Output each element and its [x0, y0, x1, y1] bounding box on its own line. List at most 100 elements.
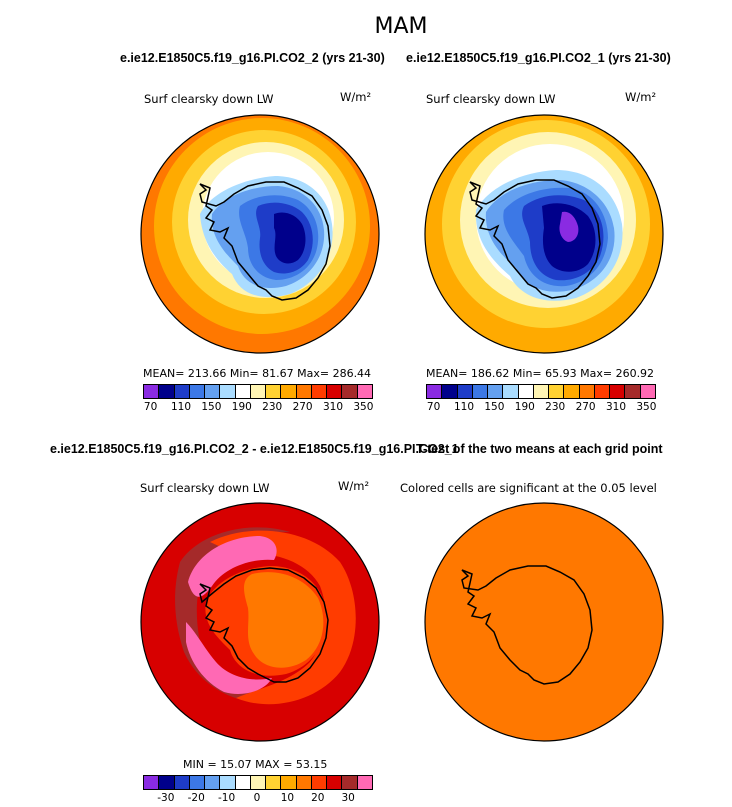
top-left-colorbar-swatch	[250, 385, 267, 398]
difference-colorbar-ticks: -30 -20 -10 0 10 20 30	[143, 792, 371, 806]
top-left-colorbar-swatch	[189, 385, 206, 398]
difference-colorbar-swatch	[281, 776, 297, 789]
difference-colorbar-swatch	[174, 776, 190, 789]
difference-colorbar-swatch	[311, 776, 328, 789]
difference-colorbar-swatch	[357, 776, 372, 789]
difference-colorbar-swatch	[159, 776, 175, 789]
top-left-colorbar-swatch	[281, 385, 297, 398]
top-left-colorbar-swatch	[205, 385, 221, 398]
top-left-colorbar-swatch	[220, 385, 236, 398]
difference-colorbar-swatch	[296, 776, 312, 789]
tr-coastline	[469, 179, 601, 299]
bottom-left-stats: MIN = 15.07 MAX = 53.15	[183, 758, 328, 771]
top-right-colorbar-tick-label: 110	[453, 401, 475, 413]
top-right-colorbar-swatch	[518, 385, 534, 398]
difference-colorbar-swatch	[144, 776, 160, 789]
top-right-colorbar-tick-label: 350	[636, 401, 657, 413]
top-right-variable: Surf clearsky down LW	[426, 92, 556, 106]
br-coastline	[461, 565, 593, 685]
top-right-colorbar-swatch	[625, 385, 641, 398]
top-left-colorbar-tick-label: 270	[292, 401, 313, 413]
top-left-case-title: e.ie12.E1850C5.f19_g16.PI.CO2_2 (yrs 21-…	[120, 51, 385, 65]
top-right-colorbar-swatch	[564, 385, 580, 398]
top-right-colorbar-swatch	[579, 385, 595, 398]
difference-colorbar	[143, 775, 373, 790]
top-right-colorbar-swatch	[503, 385, 519, 398]
difference-colorbar-tick-label: -20	[187, 792, 205, 804]
tl-region-navy	[274, 212, 306, 264]
top-right-colorbar-swatch	[488, 385, 504, 398]
difference-colorbar-tick-label: 30	[341, 792, 355, 804]
bottom-left-map	[140, 502, 380, 742]
bottom-right-map	[424, 502, 664, 742]
top-left-colorbar-swatch	[235, 385, 251, 398]
difference-colorbar-swatch	[189, 776, 206, 789]
top-left-colorbar-tick-label: 310	[322, 401, 344, 413]
top-right-colorbar-tick-label: 150	[484, 401, 505, 413]
top-left-colorbar-tick-label: 70	[143, 401, 158, 413]
difference-colorbar-swatch	[235, 776, 251, 789]
top-left-colorbar-swatch	[327, 385, 343, 398]
difference-colorbar-tick-label: 10	[280, 792, 295, 804]
top-left-colorbar-swatch	[266, 385, 282, 398]
top-right-colorbar-swatch	[610, 385, 626, 398]
top-left-colorbar-swatch	[311, 385, 328, 398]
top-right-map	[424, 114, 664, 354]
top-left-colorbar-swatch	[357, 385, 372, 398]
season-title: MAM	[374, 14, 428, 39]
bottom-left-variable: Surf clearsky down LW	[140, 481, 270, 495]
difference-colorbar-swatch	[250, 776, 267, 789]
top-right-case-title: e.ie12.E1850C5.f19_g16.PI.CO2_1 (yrs 21-…	[406, 51, 671, 65]
top-right-colorbar-tick-label: 70	[426, 401, 441, 413]
top-left-colorbar-tick-label: 350	[353, 401, 374, 413]
top-right-units: W/m²	[625, 90, 657, 104]
top-right-colorbar-swatch	[549, 385, 565, 398]
top-right-stats: MEAN= 186.62 Min= 65.93 Max= 260.92	[426, 367, 655, 380]
top-left-colorbar-tick-label: 230	[262, 401, 283, 413]
tl-coastline	[199, 181, 331, 301]
bottom-right-variable: Colored cells are significant at the 0.0…	[400, 481, 657, 495]
top-left-colorbar-swatch	[342, 385, 358, 398]
top-left-variable: Surf clearsky down LW	[144, 92, 274, 106]
top-left-units: W/m²	[340, 90, 372, 104]
difference-colorbar-swatch	[205, 776, 221, 789]
difference-colorbar-swatch	[327, 776, 343, 789]
bottom-left-case-title: e.ie12.E1850C5.f19_g16.PI.CO2_2 - e.ie12…	[50, 442, 459, 456]
difference-colorbar-swatch	[220, 776, 236, 789]
difference-colorbar-tick-label: -30	[157, 792, 175, 804]
top-right-colorbar-tick-label: 230	[545, 401, 566, 413]
bl-region-orange	[244, 572, 324, 668]
br-significant-cells	[425, 503, 663, 741]
top-right-colorbar-swatch	[640, 385, 655, 398]
bl-region-pink-south	[186, 622, 272, 695]
top-right-colorbar	[426, 384, 656, 399]
top-right-colorbar-swatch	[457, 385, 473, 398]
top-left-colorbar-tick-label: 110	[170, 401, 192, 413]
top-left-map	[140, 114, 380, 354]
top-left-colorbar-swatch	[159, 385, 175, 398]
bl-region-pink-north	[188, 536, 277, 597]
top-left-colorbar-swatch	[174, 385, 190, 398]
top-right-colorbar-swatch	[533, 385, 550, 398]
top-right-colorbar-tick-label: 270	[575, 401, 596, 413]
top-left-stats: MEAN= 213.66 Min= 81.67 Max= 286.44	[143, 367, 372, 380]
top-left-colorbar	[143, 384, 373, 399]
bottom-left-units: W/m²	[338, 479, 370, 493]
top-left-colorbar-swatch	[144, 385, 160, 398]
top-left-colorbar-tick-label: 190	[231, 401, 252, 413]
top-right-colorbar-swatch	[472, 385, 489, 398]
top-right-colorbar-swatch	[594, 385, 611, 398]
difference-colorbar-swatch	[342, 776, 358, 789]
difference-colorbar-swatch	[266, 776, 282, 789]
difference-colorbar-tick-label: 20	[311, 792, 325, 804]
top-right-colorbar-swatch	[442, 385, 458, 398]
top-right-colorbar-tick-label: 190	[514, 401, 535, 413]
difference-colorbar-tick-label: 0	[253, 792, 261, 804]
top-left-colorbar-ticks: 70 110 150 190 230 270 310 350	[143, 401, 374, 415]
difference-colorbar-tick-label: -10	[218, 792, 236, 804]
bl-coastline	[199, 567, 329, 683]
top-left-colorbar-tick-label: 150	[201, 401, 222, 413]
top-right-colorbar-tick-label: 310	[605, 401, 627, 413]
top-left-colorbar-swatch	[296, 385, 312, 398]
bottom-right-case-title: T-test of the two means at each grid poi…	[416, 442, 663, 456]
